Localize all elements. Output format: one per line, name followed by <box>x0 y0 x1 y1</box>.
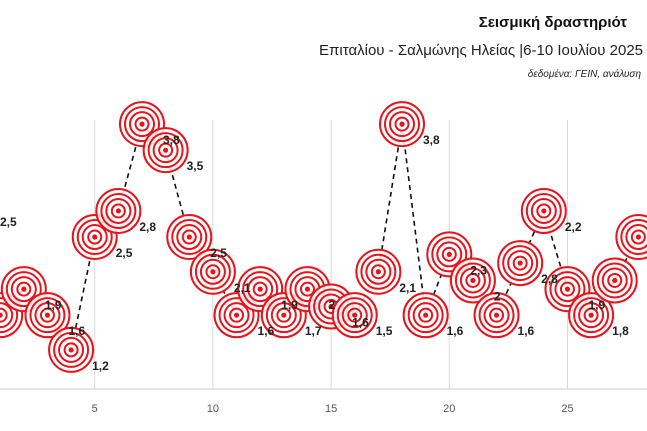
marker-22 <box>473 292 520 339</box>
marker-10 <box>189 248 236 295</box>
x-tick-10: 10 <box>207 403 219 415</box>
data-label-15: 1,6 <box>352 315 369 329</box>
x-tick-20: 20 <box>443 403 455 415</box>
data-label-23: 2,8 <box>541 272 558 286</box>
data-label-17: 2,1 <box>399 281 416 295</box>
marker-8 <box>142 127 189 174</box>
data-label-5: 2,5 <box>116 246 133 260</box>
marker-4 <box>48 326 95 373</box>
data-source-note: δεδομένα: ΓΕΙΝ, ανάλυση <box>527 69 641 80</box>
data-label-11: 1,6 <box>258 324 275 338</box>
marker-26 <box>568 292 615 339</box>
x-tick-labels: 5 10 15 20 25 <box>92 403 574 415</box>
data-label-16: 1,5 <box>376 324 393 338</box>
marker-18 <box>379 101 425 148</box>
data-label-20: 2,3 <box>470 263 487 277</box>
data-label-2: 1,9 <box>45 298 62 312</box>
magnitude-markers <box>0 101 647 373</box>
marker-6 <box>95 187 142 234</box>
data-label-12: 1,9 <box>281 298 298 312</box>
gridlines <box>94 120 568 389</box>
data-label-13: 1,7 <box>305 324 322 338</box>
x-tick-25: 25 <box>561 403 573 415</box>
data-label-3: 1,6 <box>68 324 85 338</box>
marker-3 <box>24 292 71 339</box>
data-label-18: 3,8 <box>423 133 440 147</box>
data-label-26: 1,8 <box>612 324 629 338</box>
data-label-9: 2,5 <box>210 246 227 260</box>
data-label-14: 2 <box>328 298 335 312</box>
data-label-7: 3,8 <box>163 133 180 147</box>
marker-19 <box>402 292 449 339</box>
data-label-21: 2 <box>494 289 501 303</box>
marker-16 <box>331 292 378 339</box>
extra-label-1: 2,5 <box>0 215 17 229</box>
marker-17 <box>355 248 402 295</box>
marker-9 <box>166 214 213 261</box>
data-label-4: 1,2 <box>92 359 109 373</box>
data-label-10: 2,1 <box>234 281 251 295</box>
marker-28 <box>615 214 647 261</box>
data-label-8: 3,5 <box>187 159 204 173</box>
data-label-6: 2,8 <box>139 220 156 234</box>
marker-21 <box>449 257 496 304</box>
data-labels: 1,9 1,6 1,2 2,5 2,8 3,8 3,5 2,5 2,1 1,6 1,9 1,7 2 1,6… <box>0 133 629 373</box>
data-label-19: 1,6 <box>447 324 464 338</box>
chart-subtitle: Επιταλίου - Σαλμώνης Ηλείας |6-10 Ιουλίο… <box>319 42 643 59</box>
chart-title: Σεισμική δραστηριότ <box>478 14 627 31</box>
data-label-22: 1,6 <box>518 324 535 338</box>
data-label-24: 2,2 <box>565 220 582 234</box>
data-label-25: 1,9 <box>588 298 605 312</box>
marker-23 <box>497 240 544 287</box>
x-tick-5: 5 <box>92 403 98 415</box>
x-tick-15: 15 <box>325 403 337 415</box>
marker-24 <box>520 187 567 234</box>
marker-27 <box>591 257 638 304</box>
